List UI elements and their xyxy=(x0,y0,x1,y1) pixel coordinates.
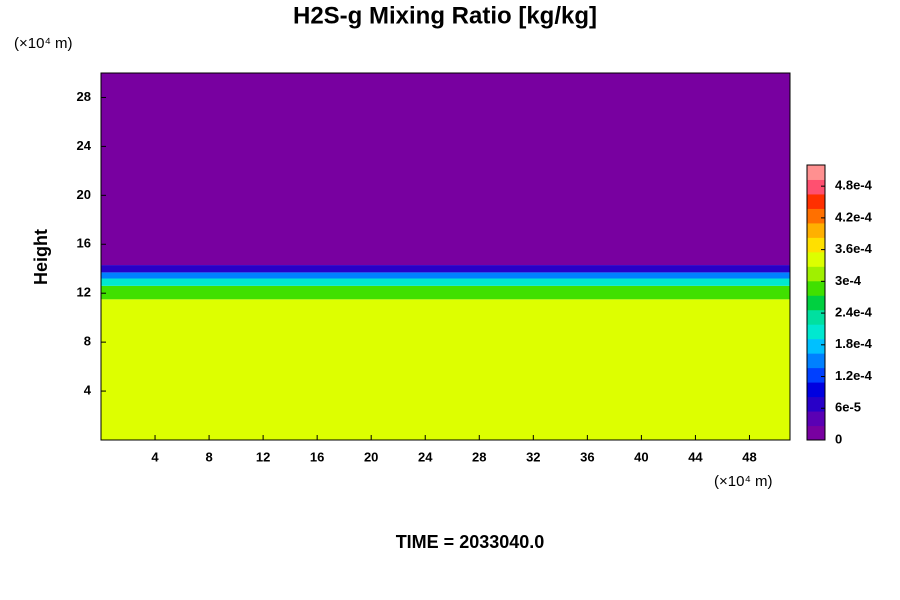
x-tick-label: 16 xyxy=(310,449,324,464)
colorbar-segment xyxy=(807,425,825,441)
colorbar-segment xyxy=(807,179,825,195)
y-tick-label: 24 xyxy=(77,138,92,153)
colorbar-segment xyxy=(807,295,825,311)
colorbar-segment xyxy=(807,280,825,296)
y-tick-label: 12 xyxy=(77,285,91,300)
contour-band xyxy=(101,299,790,440)
colorbar-tick-label: 1.2e-4 xyxy=(835,368,873,383)
colorbar-segment xyxy=(807,193,825,209)
contour-band xyxy=(101,265,790,273)
y-tick-label: 8 xyxy=(84,334,91,349)
y-unit: (×10⁴ m) xyxy=(14,35,73,52)
x-tick-label: 8 xyxy=(205,449,212,464)
colorbar-segment xyxy=(807,353,825,369)
x-tick-label: 40 xyxy=(634,449,648,464)
x-unit: (×10⁴ m) xyxy=(714,473,773,490)
colorbar-segment xyxy=(807,165,825,180)
x-tick-label: 44 xyxy=(688,449,703,464)
colorbar-segment xyxy=(807,367,825,383)
x-tick-label: 24 xyxy=(418,449,433,464)
x-tick-label: 48 xyxy=(742,449,756,464)
colorbar-tick-label: 4.8e-4 xyxy=(835,178,873,193)
plot-frame xyxy=(100,72,791,441)
x-tick-label: 36 xyxy=(580,449,594,464)
colorbar-tick-label: 3.6e-4 xyxy=(835,241,873,256)
x-tick-label: 20 xyxy=(364,449,378,464)
colorbar-segment xyxy=(807,222,825,238)
contour-band xyxy=(101,73,790,266)
colorbar-tick-label: 1.8e-4 xyxy=(835,336,873,351)
x-tick-label: 28 xyxy=(472,449,486,464)
y-tick-label: 28 xyxy=(77,89,91,104)
x-tick-label: 4 xyxy=(151,449,159,464)
colorbar-frame xyxy=(806,164,826,441)
contour-band xyxy=(101,278,790,286)
y-tick-label: 16 xyxy=(77,236,91,251)
x-tick-label: 12 xyxy=(256,449,270,464)
y-tick-label: 20 xyxy=(77,187,91,202)
colorbar-tick-label: 2.4e-4 xyxy=(835,305,873,320)
colorbar-segment xyxy=(807,266,825,282)
colorbar-tick-label: 3e-4 xyxy=(835,273,862,288)
colorbar-segment xyxy=(807,251,825,267)
colorbar-segment xyxy=(807,309,825,325)
contour-band xyxy=(101,272,790,279)
y-axis-label: Height xyxy=(31,229,51,285)
colorbar-tick-label: 6e-5 xyxy=(835,400,861,415)
colorbar-tick-label: 4.2e-4 xyxy=(835,209,873,224)
y-tick-label: 4 xyxy=(84,383,92,398)
colorbar-segment xyxy=(807,208,825,224)
colorbar-segment xyxy=(807,411,825,427)
chart-title: H2S-g Mixing Ratio [kg/kg] xyxy=(293,2,597,29)
colorbar-segment xyxy=(807,237,825,253)
colorbar-segment xyxy=(807,382,825,398)
footer: TIME = 2033040.0 xyxy=(396,532,545,552)
colorbar-tick-label: 0 xyxy=(835,431,842,446)
colorbar-segment xyxy=(807,396,825,412)
x-tick-label: 32 xyxy=(526,449,540,464)
colorbar-segment xyxy=(807,338,825,354)
contour-band xyxy=(101,285,790,300)
colorbar-segment xyxy=(807,324,825,340)
